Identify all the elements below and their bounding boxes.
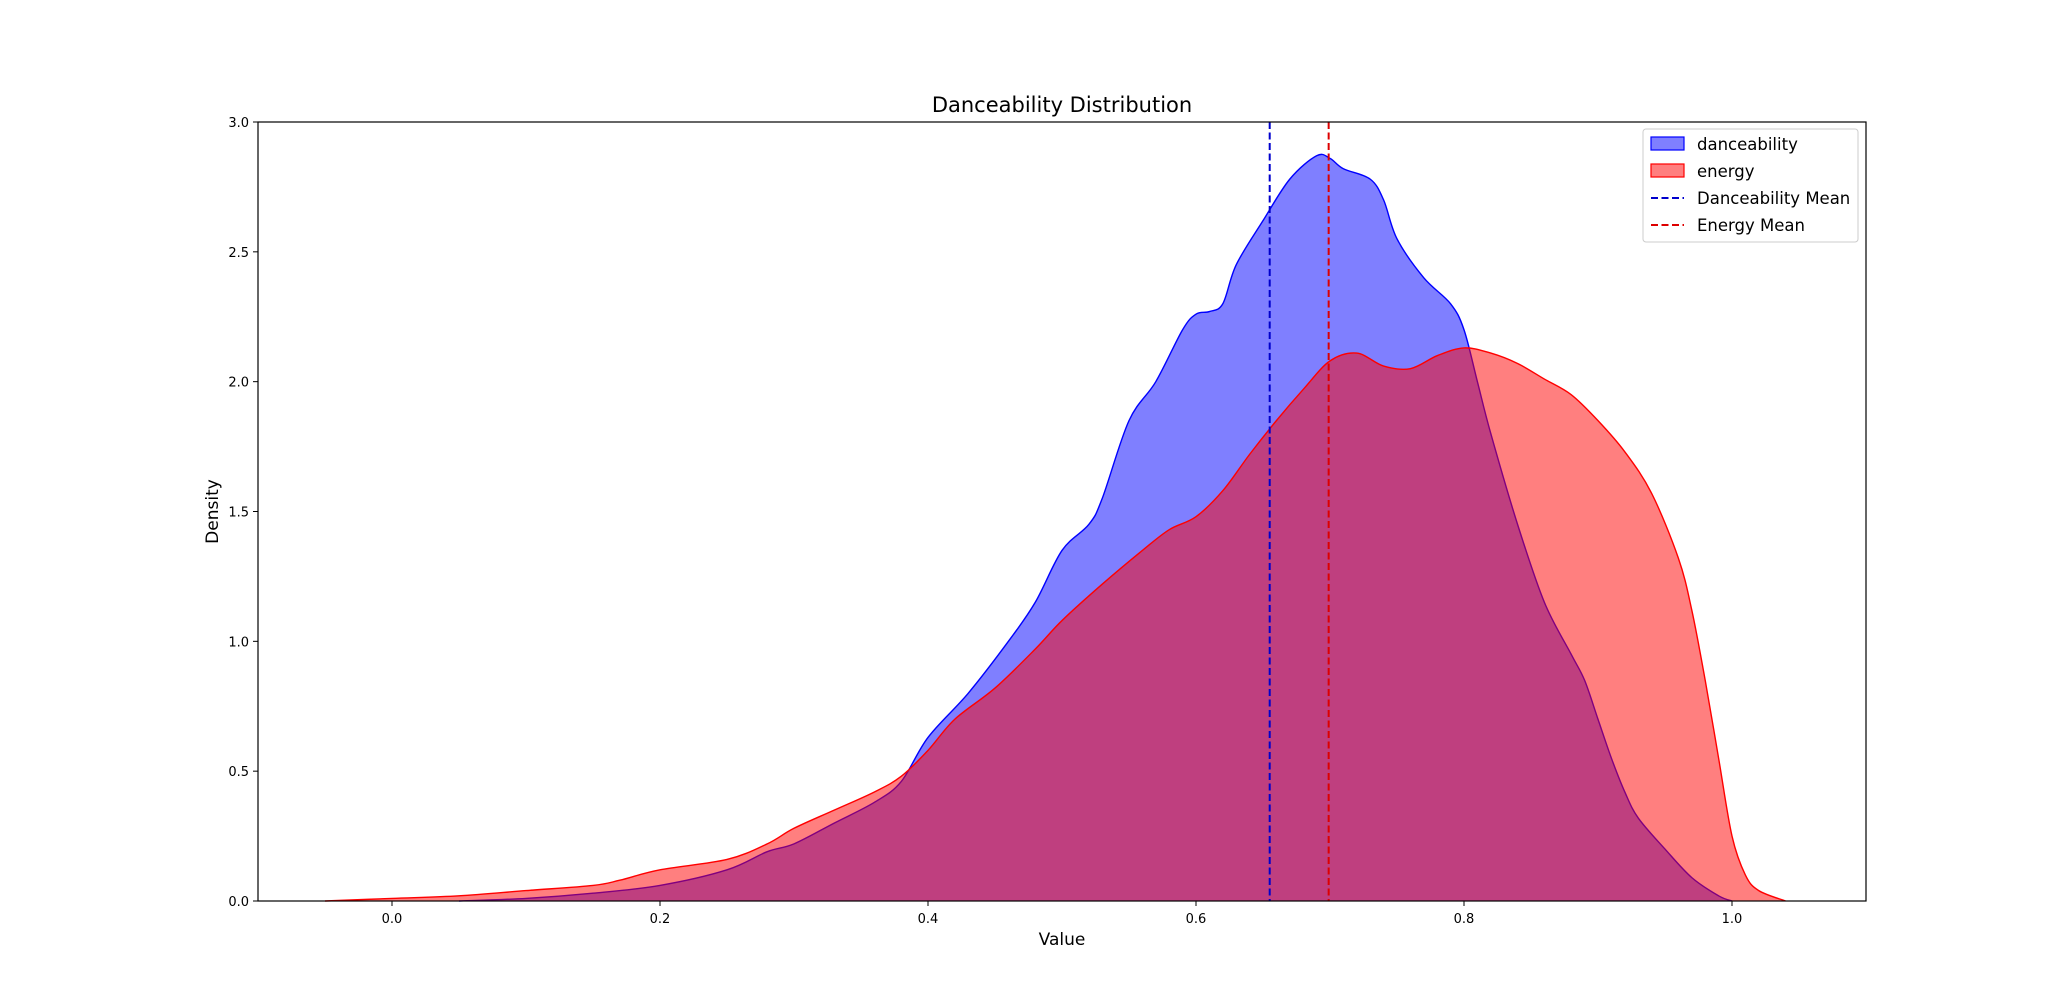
y-tick-label: 1.0: [228, 635, 249, 650]
x-tick-label: 1.0: [1722, 912, 1743, 927]
legend: danceability energy Danceability Mean Energ…: [1642, 128, 1859, 243]
danceability-legend-swatch: [1650, 136, 1685, 151]
x-tick-label: 0.2: [650, 912, 671, 927]
y-tick-label: 3.0: [228, 116, 249, 131]
y-axis-ticks: 0.0 0.5 1.0 1.5 2.0 2.5 3.0: [228, 116, 258, 910]
energy-density-fill: [325, 347, 1786, 902]
x-tick-label: 0.4: [918, 912, 939, 927]
mean-lines: [1268, 122, 1330, 901]
x-tick-label: 0.8: [1454, 912, 1475, 927]
danceability-mean-legend-label: Danceability Mean: [1697, 189, 1850, 208]
energy-legend-label: energy: [1697, 162, 1755, 181]
energy-mean-legend-label: Energy Mean: [1697, 216, 1805, 235]
y-tick-label: 1.5: [228, 506, 249, 521]
danceability-legend-label: danceability: [1697, 135, 1798, 154]
density-areas: [324, 153, 1786, 902]
y-tick-label: 0.5: [228, 765, 249, 780]
x-axis-ticks: 0.0 0.2 0.4 0.6 0.8 1.0: [382, 901, 1743, 927]
y-axis-label: Density: [203, 479, 223, 544]
legend-frame: [1642, 128, 1859, 243]
x-tick-label: 0.0: [382, 912, 403, 927]
chart-title: Danceability Distribution: [932, 93, 1192, 117]
energy-legend-swatch: [1650, 163, 1685, 178]
x-axis-label: Value: [1039, 930, 1086, 950]
energy-density-line: [324, 347, 1786, 902]
y-tick-label: 2.5: [228, 246, 249, 261]
y-tick-label: 0.0: [228, 895, 249, 910]
x-tick-label: 0.6: [1186, 912, 1207, 927]
y-tick-label: 2.0: [228, 376, 249, 391]
